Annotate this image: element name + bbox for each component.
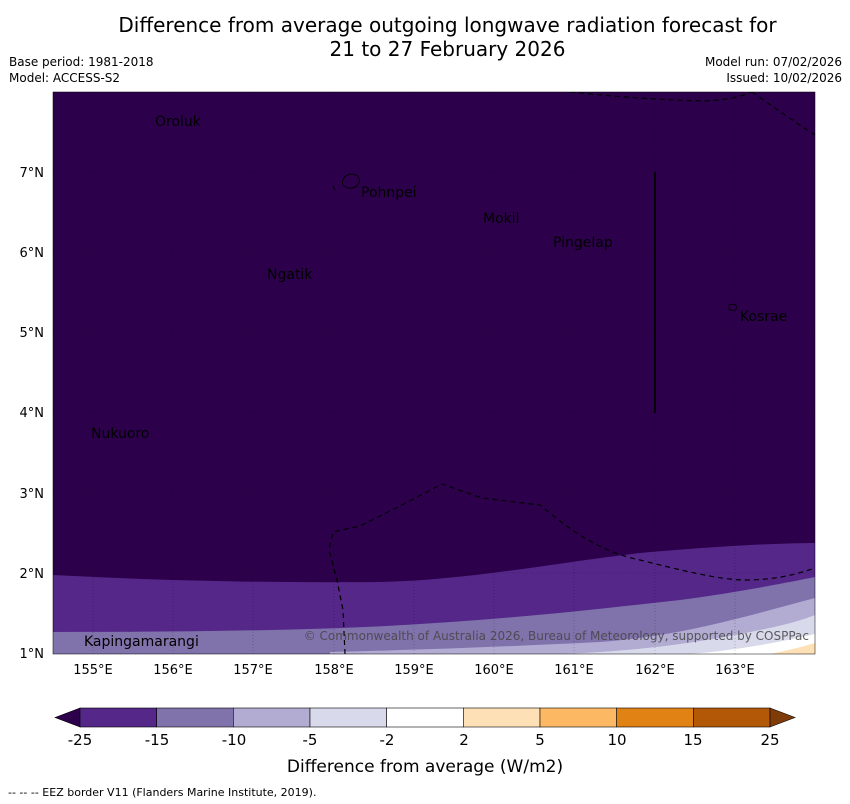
copyright-notice: © Commonwealth of Australia 2026, Bureau… [304, 629, 809, 643]
colorbar-segment [539, 707, 617, 728]
lat-tick: 4°N [20, 406, 45, 421]
colorbar-label: 15 [683, 731, 702, 749]
title-line-1: Difference from average outgoing longwav… [118, 13, 777, 37]
label-pingelap: Pingelap [553, 235, 613, 251]
label-ngatik: Ngatik [267, 267, 313, 283]
colorbar-label: -5 [303, 731, 318, 749]
map-title: Difference from average outgoing longwav… [0, 13, 850, 61]
band-5-to-10 [770, 643, 815, 654]
colorbar-label: 10 [607, 731, 626, 749]
band-2-to-2 [690, 634, 815, 654]
model-info: Base period: 1981-2018 Model: ACCESS-S2 [9, 54, 154, 86]
colorbar-min-arrow [54, 707, 81, 728]
colorbar-label: -25 [68, 731, 93, 749]
model-name: Model: ACCESS-S2 [9, 71, 121, 85]
label-oroluk: Oroluk [155, 114, 202, 130]
map-area [53, 92, 815, 654]
colorbar-segment [616, 707, 694, 728]
label-kapingamarangi: Kapingamarangi [84, 634, 199, 650]
colorbar-segment [693, 707, 771, 728]
lat-tick: 2°N [20, 567, 45, 582]
colorbar-labels: -25 -15 -10 -5 -2 2 5 10 15 25 [68, 731, 780, 749]
island-outlines [332, 173, 738, 311]
lat-tick: 3°N [20, 487, 45, 502]
place-labels: Oroluk Pohnpei Mokil Pingelap Ngatik Kos… [84, 114, 787, 650]
lat-tick: 1°N [20, 647, 45, 662]
base-period: Base period: 1981-2018 [9, 55, 154, 69]
lat-tick: 6°N [20, 246, 45, 261]
graticule [53, 92, 815, 654]
label-kosrae: Kosrae [740, 309, 787, 325]
colorbar-label: -10 [222, 731, 247, 749]
band-5-to-2 [560, 615, 815, 654]
pohnpei-outline [341, 173, 360, 189]
eez-footnote: -- -- -- EEZ border V11 (Flanders Marine… [8, 786, 317, 799]
issued-date: Issued: 10/02/2026 [726, 71, 842, 85]
colorbar-segment [233, 707, 311, 728]
band-15-to-10 [53, 577, 815, 654]
latitude-ticks: 7°N 6°N 5°N 4°N 3°N 2°N 1°N [20, 166, 45, 662]
colorbar-segment [309, 707, 387, 728]
lon-tick: 157°E [233, 663, 273, 678]
colorbar-label: -2 [380, 731, 395, 749]
title-line-2: 21 to 27 February 2026 [329, 37, 566, 61]
lon-tick: 160°E [474, 663, 514, 678]
lon-tick: 156°E [153, 663, 193, 678]
lat-tick: 5°N [20, 326, 45, 341]
label-mokil: Mokil [483, 211, 520, 227]
band-10-to-5 [330, 598, 815, 654]
colorbar-segment [386, 707, 464, 728]
lon-tick: 162°E [635, 663, 675, 678]
longitude-ticks: 155°E 156°E 157°E 158°E 159°E 160°E 161°… [73, 663, 755, 678]
colorbar-label: 5 [535, 731, 545, 749]
colorbar-label: 2 [459, 731, 469, 749]
label-nukuoro: Nukuoro [91, 426, 149, 442]
map-frame [52, 91, 816, 655]
lon-tick: 159°E [394, 663, 434, 678]
eez-border [328, 92, 815, 654]
kosrae-outline [728, 303, 738, 311]
colorbar-max-arrow [769, 707, 796, 728]
label-pohnpei: Pohnpei [361, 185, 417, 201]
lon-tick: 163°E [715, 663, 755, 678]
lon-tick: 155°E [73, 663, 113, 678]
colorbar-segment [156, 707, 234, 728]
lon-tick: 158°E [314, 663, 354, 678]
lon-tick: 161°E [554, 663, 594, 678]
colorbar [54, 707, 796, 728]
model-run: Model run: 07/02/2026 [704, 55, 842, 69]
colorbar-label: -15 [145, 731, 170, 749]
colorbar-label: 25 [760, 731, 779, 749]
colorbar-segment [79, 707, 157, 728]
run-info: Model run: 07/02/2026 Issued: 10/02/2026 [705, 54, 842, 86]
colorbar-title: Difference from average (W/m2) [287, 757, 563, 777]
lat-tick: 7°N [20, 166, 45, 181]
colorbar-segment [463, 707, 541, 728]
